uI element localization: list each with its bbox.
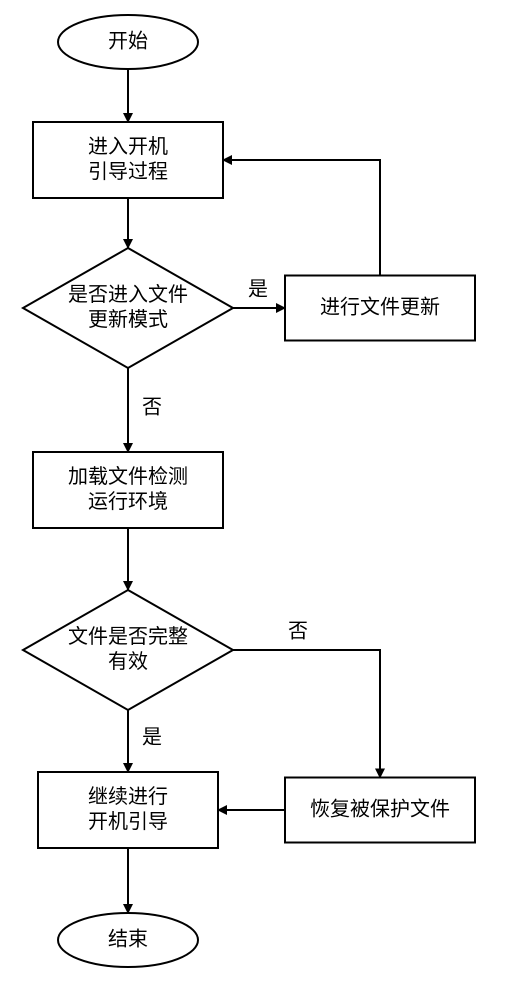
edge (233, 650, 380, 778)
edge-label: 否 (142, 396, 162, 418)
edge-label: 是 (142, 726, 162, 748)
node-end-label: 结束 (108, 927, 148, 950)
node-q_valid-label: 有效 (108, 650, 148, 673)
node-q_update-label: 更新模式 (88, 308, 168, 331)
node-start-label: 开始 (108, 29, 148, 52)
edge (223, 160, 380, 276)
node-cont_boot-label: 继续进行 (88, 785, 168, 808)
node-load_env-label: 加载文件检测 (68, 465, 188, 488)
node-do_update-label: 进行文件更新 (320, 295, 440, 318)
edge-label: 是 (248, 278, 268, 300)
node-q_valid-label: 文件是否完整 (68, 625, 188, 648)
edge-label: 否 (288, 620, 308, 642)
node-cont_boot-label: 开机引导 (88, 810, 168, 833)
flowchart-canvas: 开始进入开机引导过程是否进入文件更新模式 进行文件更新加载文件检测运行环境文件是否… (0, 0, 506, 1000)
node-load_env-label: 运行环境 (88, 490, 168, 513)
node-q_update-label: 是否进入文件 (68, 283, 188, 306)
node-boot-label: 进入开机 (88, 135, 168, 158)
node-restore-label: 恢复被保护文件 (310, 797, 450, 820)
node-boot-label: 引导过程 (88, 160, 168, 183)
